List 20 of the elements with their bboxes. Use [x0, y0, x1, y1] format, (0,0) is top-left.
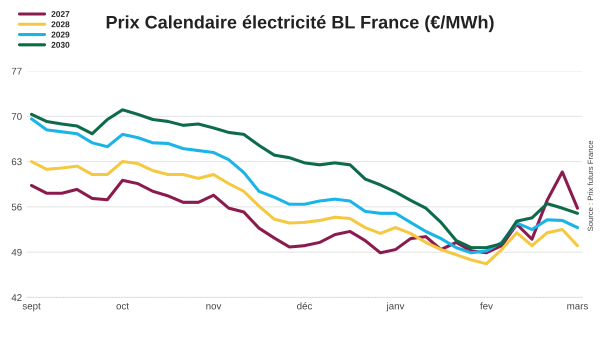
x-tick-label: mars [567, 304, 588, 310]
legend-label: 2027 [51, 11, 70, 17]
y-tick-label: 49 [12, 248, 22, 256]
y-tick-label: 77 [12, 68, 22, 75]
x-tick-label: nov [206, 304, 222, 310]
y-tick-label: 63 [12, 158, 22, 166]
x-tick-label: oct [116, 303, 129, 310]
x-tick-label: déc [297, 302, 312, 310]
x-tick-label: janv [386, 302, 404, 312]
y-tick-label: 56 [12, 204, 22, 210]
y-tick-label: 70 [12, 113, 22, 120]
line-series [30, 160, 579, 266]
legend-label: 2028 [51, 21, 70, 28]
line-series [30, 170, 579, 254]
legend-label: 2029 [51, 32, 70, 38]
y-tick-label: 42 [12, 294, 22, 301]
chart-title: Prix Calendaire électricité BL France (€/MWh) [106, 15, 494, 32]
x-tick-label: fev [480, 302, 493, 310]
legend-label: 2030 [51, 42, 70, 48]
x-tick-label: sept [22, 303, 41, 312]
